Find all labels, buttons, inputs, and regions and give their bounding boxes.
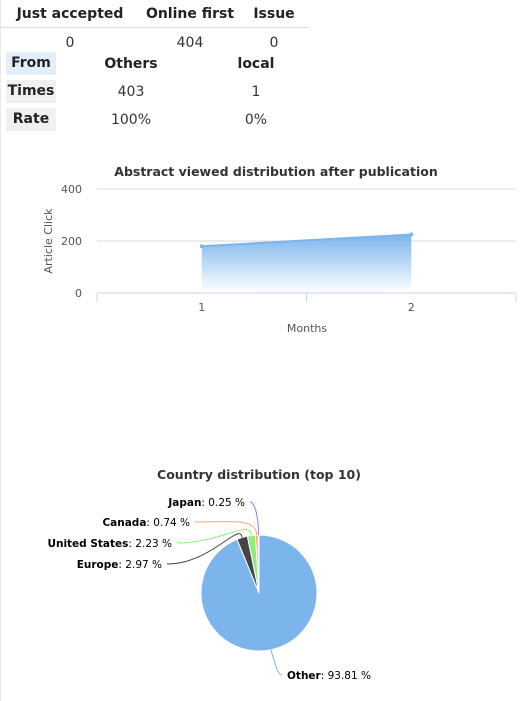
pie-data-label: United States: 2.23 %: [47, 538, 172, 550]
status-value-row: 0 404 0: [0, 29, 308, 56]
abstract-views-chart: Abstract viewed distribution after publi…: [42, 164, 517, 335]
line-chart-title: Abstract viewed distribution after publi…: [114, 164, 437, 179]
source-header-row: From Others local: [6, 52, 306, 75]
data-point: [409, 232, 414, 237]
status-header-issue: Issue: [253, 5, 295, 22]
status-value-just-accepted: 0: [65, 34, 75, 51]
status-header-just-accepted: Just accepted: [16, 5, 124, 22]
source-times-local: 1: [251, 83, 261, 100]
status-header-row: Just accepted Online first Issue: [0, 0, 308, 28]
source-table: From Others local Times 403 1 Rate 100% …: [6, 52, 306, 136]
pie-data-label: Other: 93.81 %: [287, 670, 371, 682]
x-tick-label: 1: [198, 301, 205, 314]
status-header-online-first: Online first: [145, 5, 235, 22]
line-chart-y-ticks: 0 200 400: [61, 183, 82, 300]
source-rate-local: 0%: [244, 111, 268, 128]
y-tick-label: 400: [61, 183, 82, 196]
pie-connector: [176, 529, 252, 544]
pie-connector: [166, 533, 243, 565]
y-tick-label: 200: [61, 235, 82, 248]
series-line: [201, 233, 412, 248]
x-tick-label: 2: [408, 301, 415, 314]
pie-data-label: Canada: 0.74 %: [102, 517, 190, 529]
status-value-issue: 0: [269, 34, 279, 51]
source-header-others: Others: [104, 55, 158, 72]
pie-chart-title: Country distribution (top 10): [157, 467, 361, 482]
pie-connector: [249, 501, 260, 536]
pie-labels: Other: 93.81 % Europe: 2.97 % United State…: [47, 497, 371, 682]
line-chart-y-axis-label: Article Click: [42, 208, 55, 274]
pie-data-label: Europe: 2.97 %: [77, 559, 162, 571]
y-tick-label: 0: [75, 287, 82, 300]
source-row-rate: Rate 100% 0%: [6, 108, 306, 131]
pie-connector: [194, 521, 258, 536]
source-header-local: local: [237, 55, 275, 72]
publication-status-table: Just accepted Online first Issue 0 404 0: [0, 0, 308, 56]
pie-data-label: Japan: 0.25 %: [167, 497, 245, 509]
source-row-times: Times 403 1: [6, 80, 306, 103]
source-times-others: 403: [117, 83, 145, 100]
data-point: [199, 244, 204, 249]
source-row-label: Times: [6, 80, 56, 103]
page-left-border: [0, 0, 1, 701]
pie-slices: [200, 534, 318, 652]
source-rate-others: 100%: [110, 111, 152, 128]
source-header-from: From: [6, 52, 56, 75]
line-chart-series: [199, 232, 414, 293]
source-row-label: Rate: [6, 108, 56, 131]
pie-connector: [269, 649, 283, 676]
line-chart-x-axis-label: Months: [287, 322, 327, 335]
status-value-online-first: 404: [176, 34, 204, 51]
country-distribution-chart: Country distribution (top 10) Other: 93.…: [47, 467, 371, 682]
series-area: [201, 234, 412, 293]
